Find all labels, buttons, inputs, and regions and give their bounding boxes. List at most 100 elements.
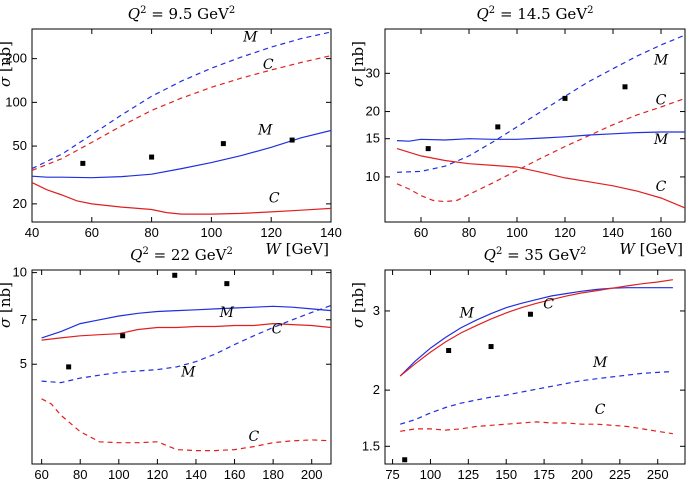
data-point	[120, 333, 126, 339]
y-tick-label: 2	[373, 382, 380, 397]
x-tick-label: 100	[108, 467, 130, 482]
x-tick-label: 140	[320, 225, 342, 240]
data-point	[527, 311, 533, 317]
curve-label-c: C	[269, 190, 280, 206]
y-tick-label: 10	[366, 169, 380, 184]
data-point	[220, 141, 226, 147]
curve-label-c: C	[656, 93, 667, 109]
data-point	[495, 124, 501, 130]
curve-label-m: M	[257, 123, 273, 139]
x-tick-label: 100	[201, 225, 223, 240]
data-point	[446, 347, 452, 353]
y-tick-label: 30	[366, 65, 380, 80]
y-tick-label: 100	[5, 94, 27, 109]
series-line-c-solid	[32, 182, 331, 215]
plot-frame	[31, 28, 332, 223]
panel-q2-35: Q2 = 35 GeV2 75 100 125 150 175 200 225 250 1.5 2 3…	[349, 246, 686, 484]
plot-frame	[31, 269, 332, 465]
series-line-m-dashed	[41, 304, 331, 384]
data-point	[80, 160, 86, 166]
series-line-c-dashed	[32, 55, 331, 171]
x-tick-label: 200	[301, 467, 323, 482]
series-line-c-dashed	[400, 421, 673, 435]
x-tick-label: 40	[25, 225, 39, 240]
curve-label-c: C	[263, 57, 274, 73]
data-point	[622, 84, 628, 90]
panel-q2-22: Q2 = 22 GeV2 60 80 100 120 140 160 180 200 5 7 10 σ …	[0, 246, 332, 484]
y-tick-label: 50	[13, 138, 27, 153]
series-line-c-solid	[399, 279, 673, 377]
data-point	[488, 344, 494, 350]
curve-label-c: C	[248, 429, 259, 445]
series-line-m-dashed	[400, 370, 673, 425]
plot-frame	[384, 28, 686, 223]
data-point	[224, 281, 230, 287]
x-tick-label: 175	[533, 467, 555, 482]
x-axis-label: W [GeV]	[265, 240, 329, 258]
y-axis-label: σ [nb]	[0, 282, 14, 328]
y-tick-label: 200	[5, 51, 27, 66]
plot-frame	[384, 269, 686, 465]
y-tick-label: 5	[20, 356, 27, 371]
data-point	[172, 272, 178, 278]
y-tick-label: 3	[373, 303, 380, 318]
x-tick-label: 160	[650, 225, 672, 240]
x-axis-label: W [GeV]	[619, 240, 683, 258]
y-tick-label: 7	[20, 312, 27, 327]
series-line-c-dashed	[396, 97, 685, 203]
curve-label-m: M	[592, 355, 608, 371]
curve-label-c: C	[543, 296, 554, 312]
y-axis-label: σ [nb]	[0, 41, 14, 87]
data-point	[425, 146, 431, 152]
curve-label-m: M	[242, 30, 258, 46]
y-tick-label: 1.5	[362, 438, 380, 453]
x-tick-label: 180	[262, 467, 284, 482]
curve-label-c: C	[595, 402, 606, 418]
x-tick-label: 125	[457, 467, 479, 482]
series-line-m-dashed	[32, 31, 331, 170]
x-tick-label: 75	[385, 467, 399, 482]
curve-label-m: M	[180, 365, 196, 381]
x-tick-label: 120	[260, 225, 282, 240]
x-axis-label: W [GeV]	[619, 482, 683, 484]
x-tick-label: 80	[462, 225, 476, 240]
x-tick-label: 80	[144, 225, 158, 240]
data-point	[66, 364, 72, 370]
x-tick-label: 60	[85, 225, 99, 240]
x-tick-label: 100	[506, 225, 528, 240]
y-axis-label: σ [nb]	[349, 41, 367, 87]
x-tick-label: 120	[147, 467, 169, 482]
curve-label-m: M	[653, 132, 669, 148]
series-line-c-solid	[41, 322, 331, 341]
chart-title: Q2 = 9.5 GeV2	[128, 5, 235, 23]
series-line-c-solid	[396, 148, 685, 209]
x-tick-label: 200	[571, 467, 593, 482]
series-line-m-dashed	[396, 34, 685, 173]
series-line-m-solid	[32, 129, 331, 179]
x-tick-label: 150	[495, 467, 517, 482]
panel-q2-14-5: Q2 = 14.5 GeV2 60 80 100 120 140 160 10 15 20 30σ …	[349, 5, 686, 258]
chart-title: Q2 = 35 GeV2	[484, 246, 587, 264]
series-line-m-solid	[399, 287, 673, 377]
y-tick-label: 20	[366, 104, 380, 119]
y-tick-label: 10	[13, 265, 27, 280]
y-axis-label: σ [nb]	[349, 282, 367, 328]
x-tick-label: 100	[420, 467, 442, 482]
x-tick-label: 140	[185, 467, 207, 482]
curve-label-m: M	[459, 306, 475, 322]
data-point	[149, 154, 155, 160]
y-tick-label: 20	[13, 196, 27, 211]
data-point	[562, 95, 568, 101]
y-tick-label: 15	[366, 131, 380, 146]
data-point	[289, 137, 295, 143]
curve-label-m: M	[653, 52, 669, 68]
x-tick-label: 225	[609, 467, 631, 482]
chart-title: Q2 = 22 GeV2	[130, 246, 233, 264]
panel-q2-9-5: Q2 = 9.5 GeV2 40 60 80 100 120 140 20 50 100 200σ …	[0, 5, 342, 258]
x-tick-label: 80	[73, 467, 87, 482]
x-tick-label: 140	[602, 225, 624, 240]
series-line-c-dashed	[41, 398, 331, 452]
data-point	[402, 457, 408, 463]
x-tick-label: 250	[647, 467, 669, 482]
